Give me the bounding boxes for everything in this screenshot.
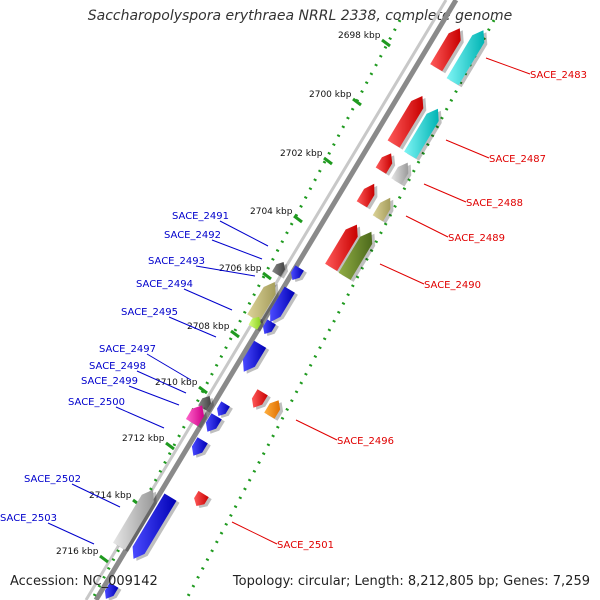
gene-label-forward[interactable]: SACE_2490	[424, 280, 481, 291]
gene-label-reverse[interactable]: SACE_2502	[24, 474, 81, 485]
tick-label: 2708 kbp	[187, 322, 230, 332]
gene-label-reverse[interactable]: SACE_2503	[0, 513, 57, 524]
gene-block[interactable]	[205, 413, 225, 434]
map-title: Saccharopolyspora erythraea NRRL 2338, c…	[87, 8, 513, 24]
label-leader-line	[485, 57, 531, 75]
label-leader-line	[211, 239, 263, 260]
tick-label: 2712 kbp	[122, 434, 165, 444]
gene-label-reverse[interactable]: SACE_2500	[68, 397, 125, 408]
gene-block[interactable]	[372, 197, 394, 224]
gene-block[interactable]	[217, 401, 233, 418]
gene-label-reverse[interactable]: SACE_2494	[136, 279, 193, 290]
gene-label-forward[interactable]: SACE_2496	[337, 436, 394, 447]
tick-mark	[381, 38, 391, 48]
accession-text: Accession: NC_009142	[10, 574, 158, 589]
label-leader-line	[405, 215, 449, 238]
label-leader-line	[379, 263, 425, 285]
gene-block[interactable]	[338, 231, 376, 282]
label-leader-line	[195, 265, 256, 277]
gene-label-forward[interactable]: SACE_2483	[530, 70, 587, 81]
gene-block[interactable]	[104, 582, 122, 600]
gene-block[interactable]	[356, 183, 378, 210]
gene-block[interactable]	[247, 282, 279, 324]
tick-label: 2710 kbp	[155, 378, 198, 388]
tick-label: 2700 kbp	[309, 90, 352, 100]
tick-label: 2698 kbp	[338, 31, 381, 41]
gene-block[interactable]	[251, 389, 271, 410]
gene-label-reverse[interactable]: SACE_2498	[89, 361, 146, 372]
label-leader-line	[128, 385, 180, 406]
tick-mark	[323, 156, 333, 166]
tick-mark	[99, 554, 109, 564]
gene-block[interactable]	[194, 490, 212, 508]
label-leader-line	[136, 370, 187, 394]
label-leader-line	[231, 521, 278, 545]
gene-label-reverse[interactable]: SACE_2492	[164, 230, 221, 241]
gene-block[interactable]	[391, 162, 412, 187]
gene-block[interactable]	[325, 224, 361, 273]
gene-block[interactable]	[263, 319, 279, 336]
label-leader-line	[115, 406, 165, 429]
label-leader-line	[445, 139, 490, 159]
label-leader-line	[47, 522, 95, 545]
gene-block[interactable]	[387, 96, 427, 150]
gene-block[interactable]	[404, 108, 442, 161]
tick-mark	[230, 329, 240, 339]
gene-block[interactable]	[242, 340, 270, 374]
gene-block[interactable]	[113, 489, 157, 552]
tick-mark	[198, 385, 208, 395]
label-leader-line	[295, 419, 338, 441]
genome-summary-text: Topology: circular; Length: 8,212,805 bp…	[232, 574, 590, 589]
tick-label: 2702 kbp	[280, 149, 323, 159]
gene-block[interactable]	[375, 153, 396, 176]
tick-mark	[352, 97, 362, 107]
gene-label-forward[interactable]: SACE_2489	[448, 233, 505, 244]
label-leader-line	[219, 220, 269, 247]
tick-mark	[293, 214, 303, 224]
gene-block[interactable]	[185, 405, 207, 429]
tick-mark	[165, 441, 175, 451]
gene-label-reverse[interactable]: SACE_2499	[81, 376, 138, 387]
gene-block[interactable]	[248, 316, 264, 332]
gene-block[interactable]	[430, 28, 464, 74]
gene-label-reverse[interactable]: SACE_2495	[121, 307, 178, 318]
gene-label-reverse[interactable]: SACE_2491	[172, 211, 229, 222]
label-leader-line	[183, 288, 233, 311]
gene-label-reverse[interactable]: SACE_2493	[148, 256, 205, 267]
gene-block[interactable]	[272, 262, 288, 279]
tick-label: 2716 kbp	[56, 547, 99, 557]
label-leader-line	[146, 353, 192, 381]
gene-block[interactable]	[132, 493, 180, 561]
gene-block[interactable]	[270, 286, 298, 325]
gene-label-forward[interactable]: SACE_2501	[277, 540, 334, 551]
gene-block[interactable]	[191, 437, 211, 458]
gene-block[interactable]	[291, 265, 307, 282]
label-leader-line	[423, 183, 467, 203]
gene-label-forward[interactable]: SACE_2488	[466, 198, 523, 209]
gene-label-forward[interactable]: SACE_2487	[489, 154, 546, 165]
ruler-line-outer	[184, 19, 496, 600]
label-leader-line	[71, 483, 121, 508]
tick-mark	[262, 271, 272, 281]
backbone-outer	[93, 0, 459, 600]
label-leader-line	[168, 316, 217, 338]
tick-label: 2704 kbp	[250, 207, 293, 217]
gene-block[interactable]	[264, 400, 284, 421]
tick-label: 2706 kbp	[219, 264, 262, 274]
tick-label: 2714 kbp	[89, 491, 132, 501]
gene-block[interactable]	[446, 30, 488, 88]
gene-label-reverse[interactable]: SACE_2497	[99, 344, 156, 355]
